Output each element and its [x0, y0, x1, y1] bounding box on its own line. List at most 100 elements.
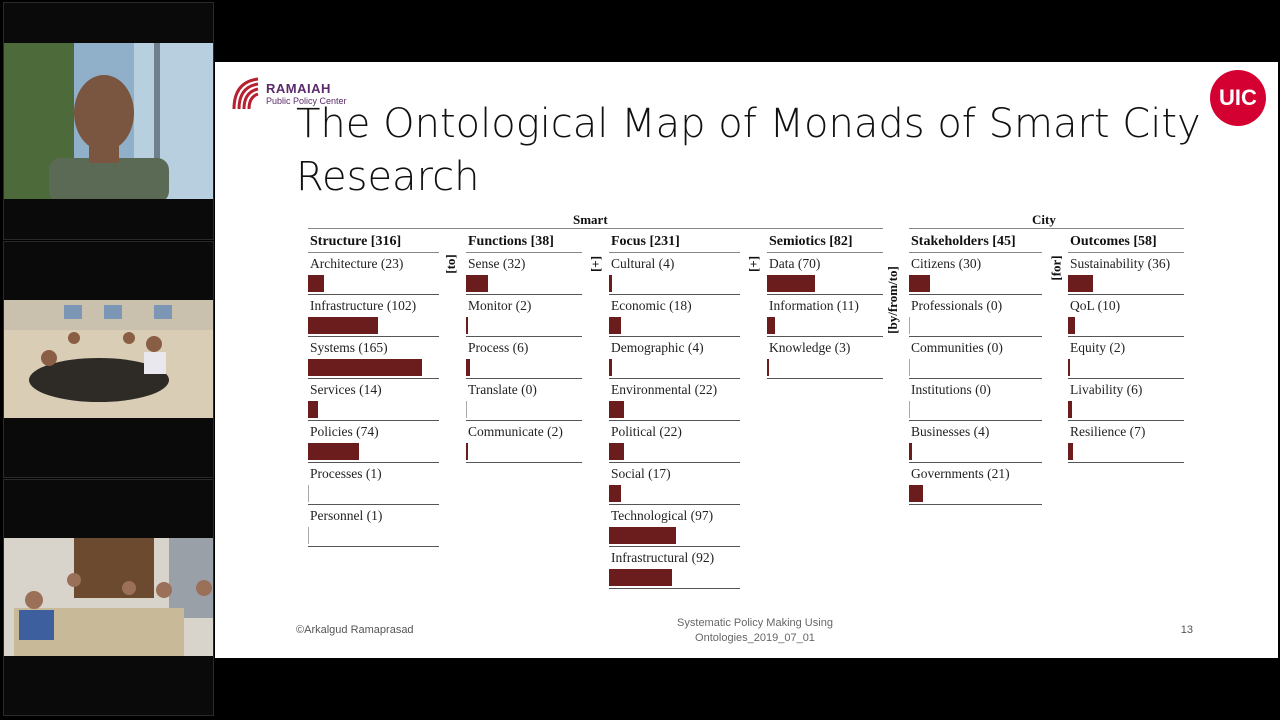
element-label: Personnel (1)	[310, 508, 383, 523]
dimension-semiotics: Semiotics [82] Data (70) Information (11) K…	[767, 232, 883, 379]
dimension-element: Social (17)	[609, 463, 740, 505]
element-label: Sustainability (36)	[1070, 256, 1171, 271]
dimension-element: Cultural (4)	[609, 253, 740, 295]
element-label: Processes (1)	[310, 466, 382, 481]
dimension-element: Demographic (4)	[609, 337, 740, 379]
room-1-video-feed	[4, 300, 213, 418]
element-count-bar	[466, 359, 470, 376]
dimension-element: Monitor (2)	[466, 295, 582, 337]
element-count-bar	[909, 317, 910, 334]
group-divider-smart	[308, 228, 883, 229]
element-label: Professionals (0)	[911, 298, 1003, 313]
element-count-bar	[1068, 359, 1070, 376]
dimension-element: Businesses (4)	[909, 421, 1042, 463]
element-label: Resilience (7)	[1070, 424, 1146, 439]
video-tile-room-1[interactable]	[3, 241, 214, 478]
dimension-header: Structure [316]	[308, 232, 439, 253]
ramaiah-emblem-icon	[232, 77, 259, 110]
dimension-functions: Functions [38] Sense (32) Monitor (2) Proce…	[466, 232, 582, 463]
connector-plus-1: [+]	[588, 255, 604, 273]
dimension-element: Services (14)	[308, 379, 439, 421]
element-label: Services (14)	[310, 382, 382, 397]
dimension-element: Policies (74)	[308, 421, 439, 463]
room-2-video-feed	[4, 538, 213, 656]
dimension-element: QoL (10)	[1068, 295, 1184, 337]
video-tile-room-2[interactable]	[3, 479, 214, 716]
dimension-element: Communicate (2)	[466, 421, 582, 463]
element-count-bar	[909, 275, 930, 292]
dimension-header: Focus [231]	[609, 232, 740, 253]
dimension-element: Citizens (30)	[909, 253, 1042, 295]
element-count-bar	[909, 401, 910, 418]
element-count-bar	[609, 401, 624, 418]
dimension-element: Governments (21)	[909, 463, 1042, 505]
element-label: Demographic (4)	[611, 340, 704, 355]
group-heading-city: City	[1032, 212, 1056, 227]
connector-plus-2: [+]	[746, 255, 762, 273]
element-count-bar	[609, 443, 624, 460]
dimension-element: Professionals (0)	[909, 295, 1042, 337]
element-count-bar	[767, 317, 775, 334]
dimension-element: Equity (2)	[1068, 337, 1184, 379]
dimension-element: Communities (0)	[909, 337, 1042, 379]
ramaiah-logo-subtitle: Public Policy Center	[266, 96, 347, 106]
element-count-bar	[609, 359, 612, 376]
element-label: Political (22)	[611, 424, 682, 439]
dimension-element: Technological (97)	[609, 505, 740, 547]
video-tile-speaker[interactable]	[3, 2, 214, 240]
connector-for: [for]	[1048, 255, 1064, 281]
element-count-bar	[308, 527, 309, 544]
element-count-bar	[609, 275, 612, 292]
dimension-element: Knowledge (3)	[767, 337, 883, 379]
element-count-bar	[609, 527, 676, 544]
ramaiah-logo-name: RAMAIAH	[266, 81, 331, 96]
speaker-video-feed	[4, 43, 213, 199]
footer-center-caption: Systematic Policy Making Using Ontologie…	[635, 616, 875, 646]
element-label: Data (70)	[769, 256, 821, 271]
element-count-bar	[308, 485, 309, 502]
element-label: Economic (18)	[611, 298, 692, 313]
connector-by-from-to: [by/from/to]	[884, 266, 900, 334]
dimension-header: Outcomes [58]	[1068, 232, 1184, 253]
dimension-element: Translate (0)	[466, 379, 582, 421]
dimension-element: Environmental (22)	[609, 379, 740, 421]
dimension-stakeholders: Stakeholders [45] Citizens (30) Profession…	[909, 232, 1042, 505]
dimension-element: Infrastructure (102)	[308, 295, 439, 337]
element-count-bar	[308, 359, 422, 376]
element-count-bar	[308, 317, 378, 334]
slide-page-number: 13	[1180, 624, 1193, 636]
ramaiah-logo: RAMAIAH Public Policy Center	[231, 76, 347, 112]
dimension-element: Architecture (23)	[308, 253, 439, 295]
element-label: Infrastructure (102)	[310, 298, 417, 313]
element-count-bar	[1068, 401, 1072, 418]
presentation-slide: RAMAIAH Public Policy Center UIC The Ont…	[215, 62, 1278, 658]
element-label: Equity (2)	[1070, 340, 1126, 355]
dimension-header: Stakeholders [45]	[909, 232, 1042, 253]
dimension-outcomes: Outcomes [58] Sustainability (36) QoL (10)…	[1068, 232, 1184, 463]
footer-caption-line-1: Systematic Policy Making Using	[677, 617, 833, 629]
element-label: Businesses (4)	[911, 424, 990, 439]
dimension-header: Semiotics [82]	[767, 232, 883, 253]
dimension-element: Data (70)	[767, 253, 883, 295]
element-count-bar	[767, 275, 815, 292]
element-count-bar	[466, 401, 467, 418]
element-label: Process (6)	[468, 340, 529, 355]
group-heading-smart: Smart	[573, 212, 608, 227]
element-count-bar	[466, 275, 488, 292]
element-label: Citizens (30)	[911, 256, 982, 271]
dimension-element: Processes (1)	[308, 463, 439, 505]
footer-caption-line-2: Ontologies_2019_07_01	[695, 632, 815, 644]
element-count-bar	[466, 317, 468, 334]
element-count-bar	[609, 317, 621, 334]
element-label: Communities (0)	[911, 340, 1003, 355]
dimension-element: Resilience (7)	[1068, 421, 1184, 463]
element-count-bar	[609, 485, 621, 502]
dimension-element: Economic (18)	[609, 295, 740, 337]
dimension-element: Sustainability (36)	[1068, 253, 1184, 295]
element-count-bar	[909, 359, 910, 376]
element-label: Translate (0)	[468, 382, 537, 397]
element-count-bar	[308, 275, 324, 292]
element-label: Architecture (23)	[310, 256, 404, 271]
dimension-structure: Structure [316] Architecture (23) Infrastr…	[308, 232, 439, 547]
element-label: Governments (21)	[911, 466, 1010, 481]
